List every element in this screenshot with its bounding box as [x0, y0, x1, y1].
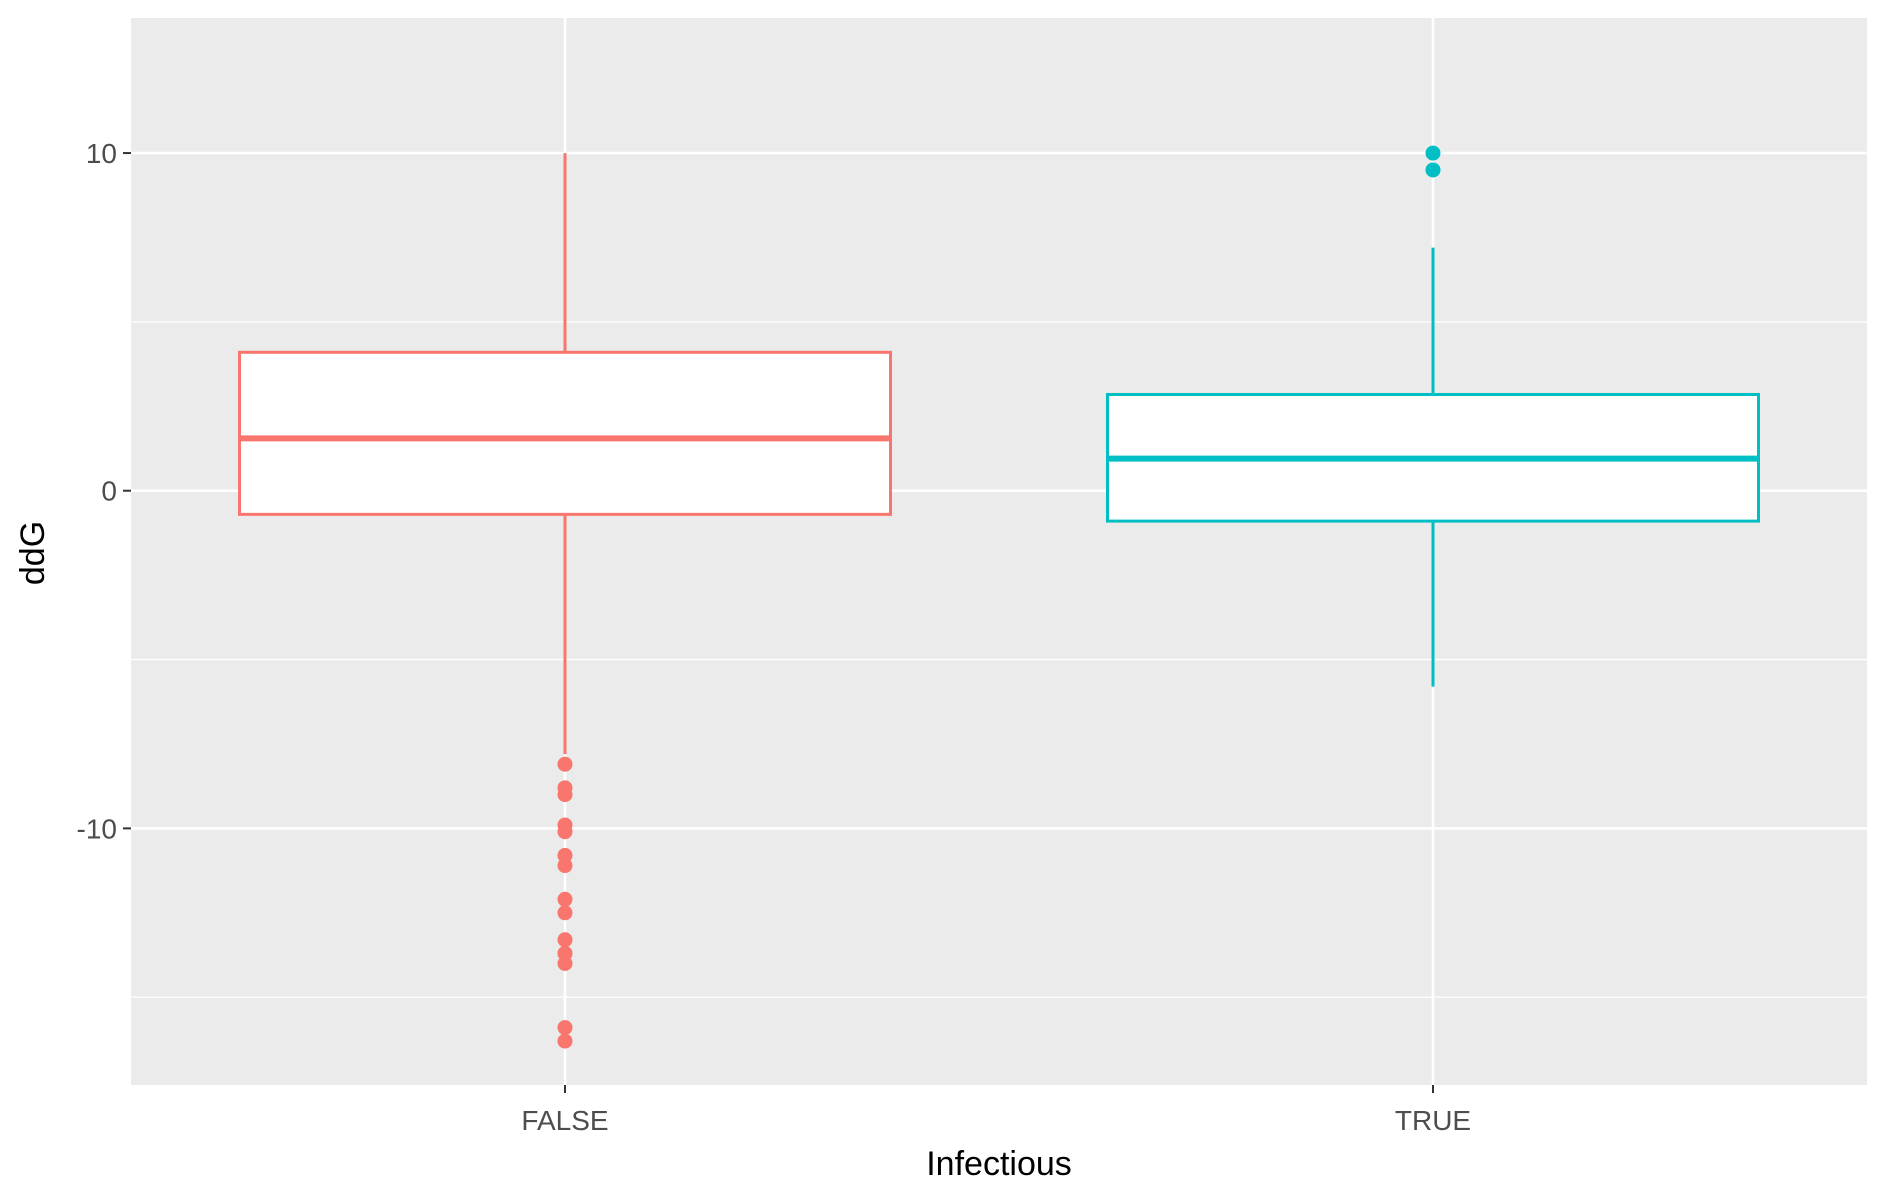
x-tick-label: FALSE	[521, 1105, 608, 1136]
plot-panel	[131, 18, 1867, 1085]
outlier-point	[557, 824, 573, 840]
outlier-point	[557, 1020, 573, 1036]
y-axis-title: ddG	[14, 521, 52, 585]
outlier-point	[557, 932, 573, 948]
box-true	[1106, 145, 1760, 687]
box-rect	[238, 350, 892, 516]
outlier-point	[1425, 145, 1441, 161]
y-tick-label: 0	[101, 476, 117, 507]
outlier-point	[557, 756, 573, 772]
box-false	[238, 153, 892, 1049]
box-series	[238, 145, 1760, 1049]
x-tick-label: TRUE	[1395, 1105, 1471, 1136]
outlier-point	[557, 955, 573, 971]
x-axis-title: Infectious	[926, 1145, 1072, 1183]
outlier-point	[557, 891, 573, 907]
x-axis: FALSE TRUE	[521, 1085, 1471, 1136]
outlier-point	[557, 1033, 573, 1049]
outlier-point	[557, 858, 573, 874]
y-tick-label: 10	[86, 138, 117, 169]
outlier-point	[557, 787, 573, 803]
outlier-point	[557, 905, 573, 921]
y-axis: 10 0 -10	[77, 138, 131, 844]
y-tick-label: -10	[77, 813, 117, 844]
outlier-point	[1425, 162, 1441, 178]
